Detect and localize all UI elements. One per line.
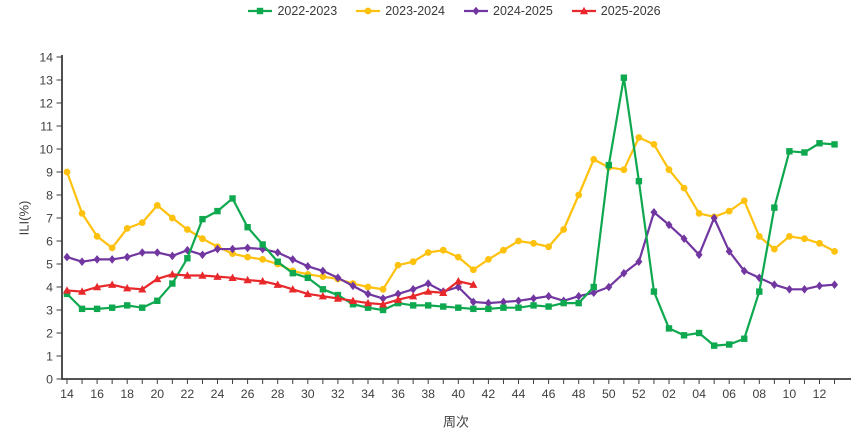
y-tick-label: 5 xyxy=(46,257,53,271)
series-2023-2024 xyxy=(63,134,838,293)
x-tick-label: 02 xyxy=(662,387,676,401)
x-axis-title: 周次 xyxy=(442,414,470,430)
chart-legend: 2022-2023 2023-2024 2024-2025 2025-2026 xyxy=(0,4,868,18)
legend-marker-diamond-icon xyxy=(463,4,489,18)
x-tick-label: 32 xyxy=(331,387,345,401)
series-2022-2023 xyxy=(63,74,838,349)
x-tick-label: 08 xyxy=(752,387,766,401)
x-tick-label: 48 xyxy=(572,387,586,401)
legend-marker-triangle-icon xyxy=(571,4,597,18)
x-tick-label: 38 xyxy=(421,387,435,401)
series-2024-2025 xyxy=(63,207,839,308)
legend-label: 2025-2026 xyxy=(600,4,661,18)
y-tick-label: 1 xyxy=(46,349,53,363)
x-tick-label: 20 xyxy=(150,387,164,401)
legend-item-2025-2026[interactable]: 2025-2026 xyxy=(571,4,661,18)
legend-marker-circle-icon xyxy=(355,4,381,18)
legend-label: 2024-2025 xyxy=(493,4,553,18)
y-tick-label: 2 xyxy=(46,326,53,340)
x-tick-label: 24 xyxy=(211,387,225,401)
y-tick-label: 11 xyxy=(40,119,53,133)
y-tick-label: 10 xyxy=(39,142,53,156)
x-tick-label: 50 xyxy=(602,387,616,401)
x-tick-label: 16 xyxy=(90,387,104,401)
legend-marker-square-icon xyxy=(247,4,273,18)
x-tick-label: 22 xyxy=(181,387,195,401)
y-tick-label: 3 xyxy=(46,303,53,317)
x-tick-label: 34 xyxy=(361,387,375,401)
x-axis-ticks: 14 16 18 20 22 24 26 28 30 32 34 36 38 40 42 44 46 48 50 52… xyxy=(60,379,836,401)
x-tick-label: 26 xyxy=(241,387,255,401)
y-tick-label: 0 xyxy=(46,372,53,386)
x-tick-label: 12 xyxy=(813,387,827,401)
legend-label: 2022-2023 xyxy=(277,4,338,18)
x-tick-label: 46 xyxy=(542,387,556,401)
y-tick-label: 14 xyxy=(39,50,53,64)
legend-label: 2023-2024 xyxy=(385,4,445,18)
legend-item-2024-2025[interactable]: 2024-2025 xyxy=(463,4,553,18)
y-tick-label: 12 xyxy=(39,96,53,110)
x-tick-label: 04 xyxy=(692,387,706,401)
x-tick-label: 42 xyxy=(482,387,496,401)
x-tick-label: 30 xyxy=(301,387,315,401)
x-tick-label: 18 xyxy=(120,387,134,401)
y-tick-label: 4 xyxy=(46,280,53,294)
legend-item-2022-2023[interactable]: 2022-2023 xyxy=(247,4,337,18)
y-tick-label: 6 xyxy=(46,234,53,248)
x-tick-label: 14 xyxy=(60,387,74,401)
series-2025-2026 xyxy=(62,270,478,308)
y-tick-label: 13 xyxy=(39,73,53,87)
x-tick-label: 36 xyxy=(391,387,405,401)
legend-item-2023-2024[interactable]: 2023-2024 xyxy=(355,4,445,18)
axes xyxy=(61,55,851,380)
x-tick-label: 10 xyxy=(783,387,797,401)
x-tick-label: 06 xyxy=(722,387,736,401)
x-tick-label: 44 xyxy=(512,387,526,401)
x-tick-label: 28 xyxy=(271,387,285,401)
y-tick-label: 7 xyxy=(46,211,53,225)
y-axis-title: ILI(%) xyxy=(16,200,32,236)
y-tick-label: 9 xyxy=(46,165,53,179)
x-tick-label: 52 xyxy=(632,387,646,401)
y-tick-label: 8 xyxy=(46,188,53,202)
x-tick-label: 40 xyxy=(451,387,465,401)
